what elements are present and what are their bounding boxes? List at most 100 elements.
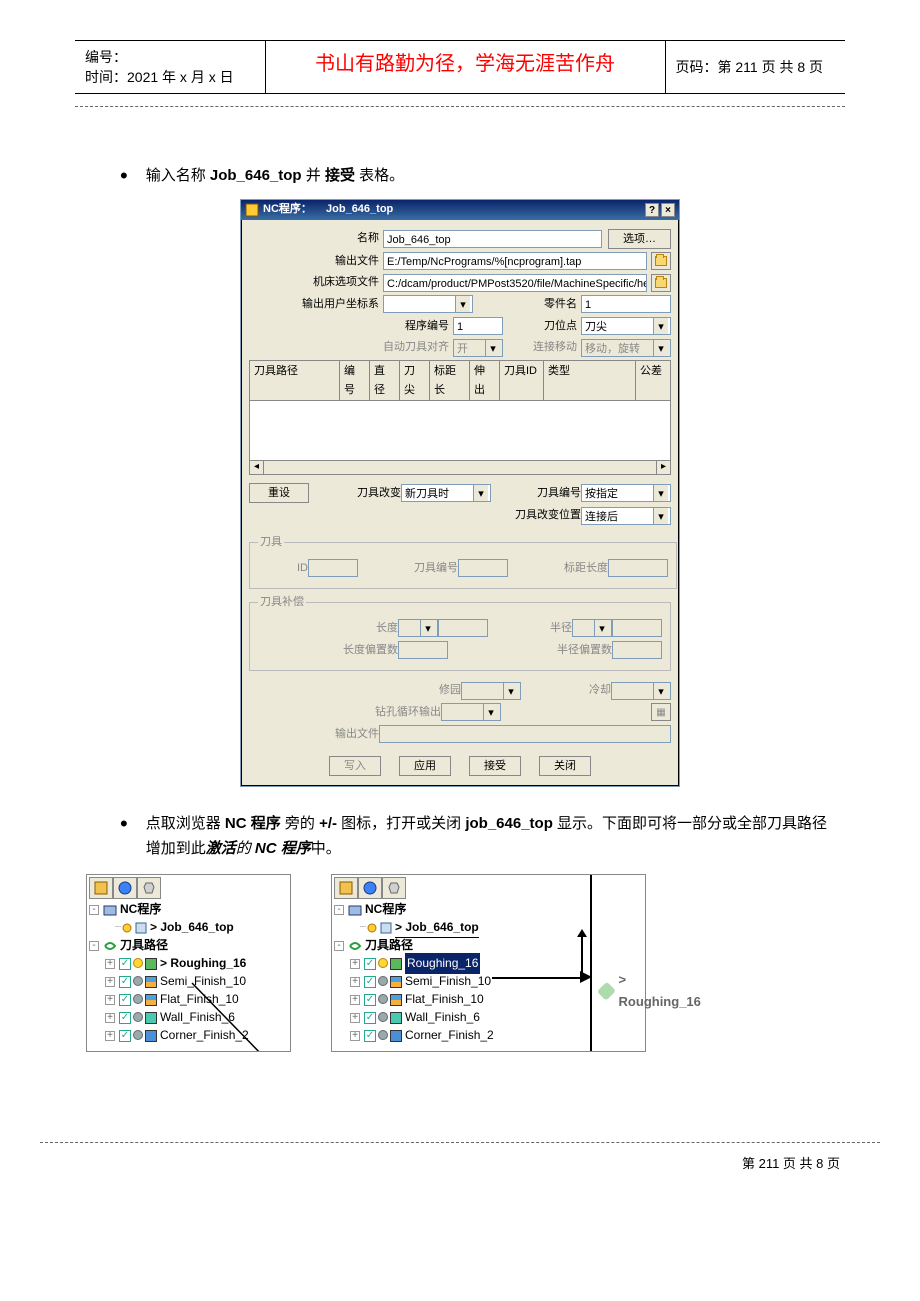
- tree-item[interactable]: +✓Semi_Finish_10: [89, 973, 288, 991]
- tb-icon-1[interactable]: [334, 877, 358, 899]
- write-button: 写入: [329, 756, 381, 776]
- collapse-icon[interactable]: -: [334, 905, 344, 915]
- part-input[interactable]: 1: [581, 295, 671, 313]
- expand-icon[interactable]: +: [350, 977, 360, 987]
- bulb-icon: [133, 1012, 143, 1024]
- toolpath-type-icon: [145, 976, 157, 988]
- close-dialog-button[interactable]: 关闭: [539, 756, 591, 776]
- toolpath-list[interactable]: [249, 401, 671, 461]
- label-cool: 冷却: [571, 681, 611, 700]
- tree-item[interactable]: +✓Corner_Finish_2: [89, 1027, 288, 1045]
- expand-icon[interactable]: +: [350, 1031, 360, 1041]
- label-length: 长度: [258, 619, 398, 638]
- options-button[interactable]: 选项…: [608, 229, 671, 249]
- apply-button[interactable]: 应用: [399, 756, 451, 776]
- sun-icon: [121, 922, 133, 934]
- bullet-dot-icon: •: [120, 813, 128, 835]
- expand-icon[interactable]: +: [105, 1013, 115, 1023]
- tree-job[interactable]: ┈ > Job_646_top: [89, 919, 288, 937]
- toolpath-type-icon: [390, 994, 402, 1006]
- header-number: 编号：: [85, 47, 255, 67]
- toolchangepos-select[interactable]: 连接后: [581, 507, 671, 525]
- expand-icon[interactable]: +: [105, 1031, 115, 1041]
- tree-item[interactable]: +✓Wall_Finish_6: [89, 1009, 288, 1027]
- label-toolchangepos: 刀具改变位置: [491, 506, 581, 525]
- toolpos-select[interactable]: 刀尖: [581, 317, 671, 335]
- label-output-file: 输出文件: [249, 252, 379, 271]
- tree-item[interactable]: +✓Corner_Finish_2: [334, 1027, 643, 1045]
- collapse-icon[interactable]: -: [334, 941, 344, 951]
- close-button[interactable]: ×: [661, 203, 675, 217]
- toolpath-columns: 刀具路径 编号 直径 刀尖 标距长 伸出 刀具ID 类型 公差: [249, 360, 671, 401]
- tree-item[interactable]: +✓Roughing_16: [334, 955, 643, 973]
- output-file-input[interactable]: E:/Temp/NcPrograms/%[ncprogram].tap: [383, 252, 647, 270]
- collapse-icon[interactable]: -: [89, 905, 99, 915]
- tree-tp-root[interactable]: - 刀具路径: [334, 937, 643, 955]
- label-toolchange: 刀具改变: [341, 484, 401, 503]
- label-name: 名称: [249, 229, 379, 248]
- tree-nc-root[interactable]: - NC程序: [334, 901, 643, 919]
- expand-icon[interactable]: +: [105, 977, 115, 987]
- label-toolno2: 刀具编号: [398, 559, 458, 578]
- scroll-left-icon[interactable]: ◂: [250, 461, 264, 474]
- tree-nc-root[interactable]: - NC程序: [89, 901, 288, 919]
- accept-button[interactable]: 接受: [469, 756, 521, 776]
- outfile2-input: [379, 725, 671, 743]
- tree-item[interactable]: +✓Flat_Finish_10: [334, 991, 643, 1009]
- label-autoalign: 自动刀具对齐: [249, 338, 449, 357]
- progno-input[interactable]: 1: [453, 317, 503, 335]
- nc-icon: [103, 903, 117, 917]
- tree-job[interactable]: ┈ > Job_646_top: [334, 919, 643, 937]
- h-scrollbar[interactable]: ◂ ▸: [249, 461, 671, 475]
- toolpath-type-icon: [145, 958, 157, 970]
- toolpath-type-icon: [145, 994, 157, 1006]
- edit-button: ▦: [651, 703, 671, 721]
- t: NC 程序: [225, 815, 281, 832]
- drag-arrow: [492, 977, 582, 979]
- check-icon: ✓: [364, 958, 376, 970]
- expand-icon[interactable]: +: [350, 1013, 360, 1023]
- reset-button[interactable]: 重设: [249, 483, 309, 503]
- help-button[interactable]: ?: [645, 203, 659, 217]
- name-input[interactable]: Job_646_top: [383, 230, 602, 248]
- expand-icon[interactable]: +: [350, 959, 360, 969]
- sheet-icon: [135, 922, 147, 934]
- toolpath-icon: [103, 939, 117, 953]
- ucs-select[interactable]: [383, 295, 473, 313]
- sun-icon: [366, 922, 378, 934]
- tree-item[interactable]: +✓Flat_Finish_10: [89, 991, 288, 1009]
- toolchange-select[interactable]: 新刀具时: [401, 484, 491, 502]
- toolpath-type-icon: [390, 1012, 402, 1024]
- expand-icon[interactable]: +: [350, 995, 360, 1005]
- collapse-icon[interactable]: -: [89, 941, 99, 951]
- expand-icon[interactable]: +: [105, 995, 115, 1005]
- tree-tp-root[interactable]: - 刀具路径: [89, 937, 288, 955]
- tb-icon-2[interactable]: [113, 877, 137, 899]
- check-icon: ✓: [119, 1012, 131, 1024]
- tree-item[interactable]: +✓Wall_Finish_6: [334, 1009, 643, 1027]
- browse-output-button[interactable]: [651, 252, 671, 270]
- machine-file-input[interactable]: C:/dcam/product/PMPost3520/file/MachineS…: [383, 274, 647, 292]
- expand-icon[interactable]: +: [105, 959, 115, 969]
- label-machine-file: 机床选项文件: [249, 273, 379, 292]
- scroll-right-icon[interactable]: ▸: [656, 461, 670, 474]
- toolpath-type-icon: [390, 958, 402, 970]
- tb-icon-3[interactable]: [137, 877, 161, 899]
- tree-item[interactable]: +✓Semi_Finish_10: [334, 973, 643, 991]
- nc-icon: [245, 203, 259, 217]
- toolpath-type-icon: [390, 976, 402, 988]
- check-icon: ✓: [119, 994, 131, 1006]
- browse-machine-button[interactable]: [651, 274, 671, 292]
- check-icon: ✓: [119, 1030, 131, 1042]
- tree-item[interactable]: +✓> Roughing_16: [89, 955, 288, 973]
- t: 并: [306, 167, 321, 184]
- tb-icon-3[interactable]: [382, 877, 406, 899]
- up-arrow: [581, 935, 583, 975]
- bullet-dot-icon: •: [120, 165, 128, 187]
- toolnum-select[interactable]: 按指定: [581, 484, 671, 502]
- tb-icon-2[interactable]: [358, 877, 382, 899]
- folder-icon: [655, 278, 667, 288]
- scroll-thumb[interactable]: [264, 461, 656, 474]
- tb-icon-1[interactable]: [89, 877, 113, 899]
- label-output-ucs: 输出用户坐标系: [249, 295, 379, 314]
